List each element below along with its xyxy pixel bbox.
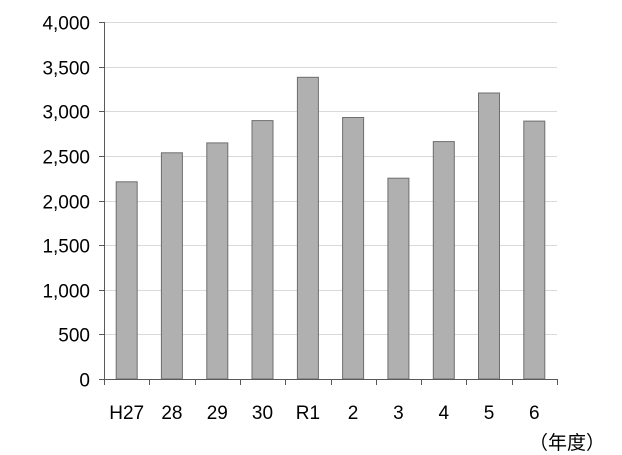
x-tick-label: 28 [161,403,182,424]
x-tick-label: 29 [207,403,228,424]
y-tick-label: 2,000 [42,193,90,214]
x-tick-label: 6 [529,403,540,424]
y-tick-label: 0 [79,371,90,392]
bar [206,142,229,380]
y-tick-label: 2,500 [42,148,90,169]
bar [342,117,365,380]
bar [296,76,319,380]
bar [115,181,138,380]
x-tick-label: 2 [348,403,359,424]
bar [387,177,410,380]
bar [251,120,274,380]
x-tick-labels: H27 28 29 30 R1 2 3 4 5 6 [109,403,539,424]
x-tick-label: 30 [252,403,273,424]
bar [523,120,546,380]
x-tick-label: H27 [109,403,144,424]
bar [432,141,455,380]
x-axis-unit-label: （年度） [529,432,605,454]
x-tick-label: 3 [393,403,404,424]
x-tick-label: 5 [484,403,495,424]
y-tick-labels: 0 500 1,000 1,500 2,000 2,500 3,000 3,500 4,000 [42,14,90,392]
y-tick-label: 4,000 [42,14,90,35]
bars [115,76,546,380]
x-tick-label: R1 [296,403,320,424]
y-tick-label: 1,500 [42,237,90,258]
x-tick-label: 4 [439,403,450,424]
y-tick-label: 3,500 [42,59,90,80]
y-tick-label: 3,000 [42,103,90,124]
bar [478,92,500,380]
axes [99,22,558,385]
y-tick-label: 1,000 [42,282,90,303]
bar [160,152,183,380]
y-tick-label: 500 [58,326,90,347]
